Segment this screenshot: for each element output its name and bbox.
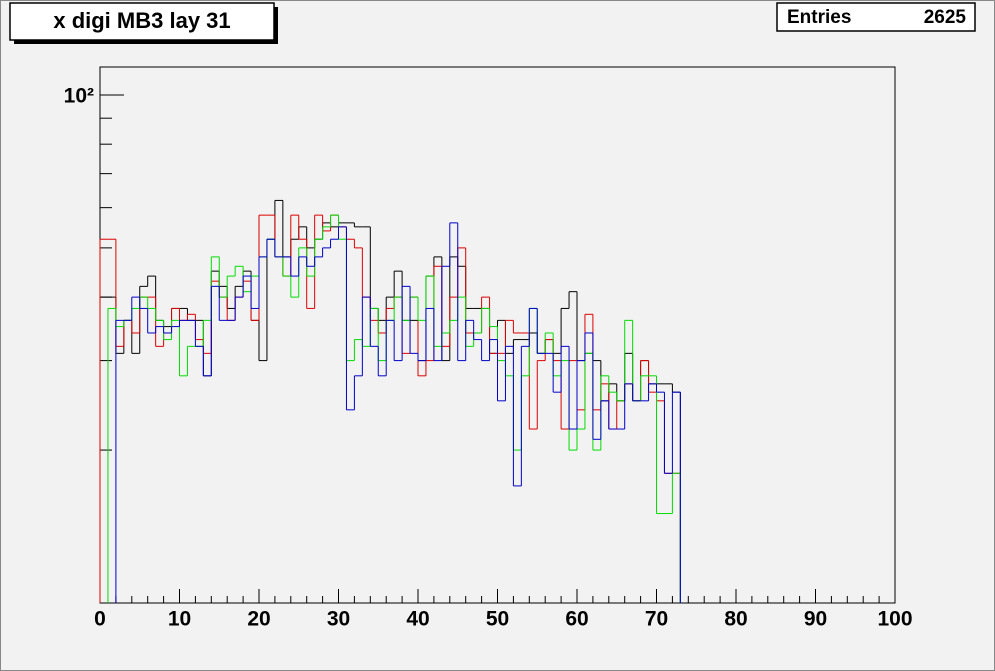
title-box [9, 2, 275, 41]
x-tick-label: 30 [327, 608, 350, 631]
chart-title: x digi MB3 lay 31 [53, 8, 230, 33]
x-tick-label: 90 [804, 608, 827, 631]
stats-value: 2625 [924, 7, 967, 28]
x-tick-label: 60 [565, 608, 588, 631]
x-tick-label: 40 [406, 608, 429, 631]
stats-box [776, 2, 976, 32]
x-tick-label: 20 [247, 608, 270, 631]
x-tick-label: 80 [724, 608, 747, 631]
x-tick-label: 50 [486, 608, 509, 631]
x-tick-label: 0 [94, 608, 106, 631]
x-tick-label: 70 [645, 608, 668, 631]
x-tick-label: 100 [877, 608, 912, 631]
y-tick-label: 10² [64, 84, 94, 107]
x-tick-label: 10 [168, 608, 191, 631]
stats-label: Entries [787, 7, 851, 28]
